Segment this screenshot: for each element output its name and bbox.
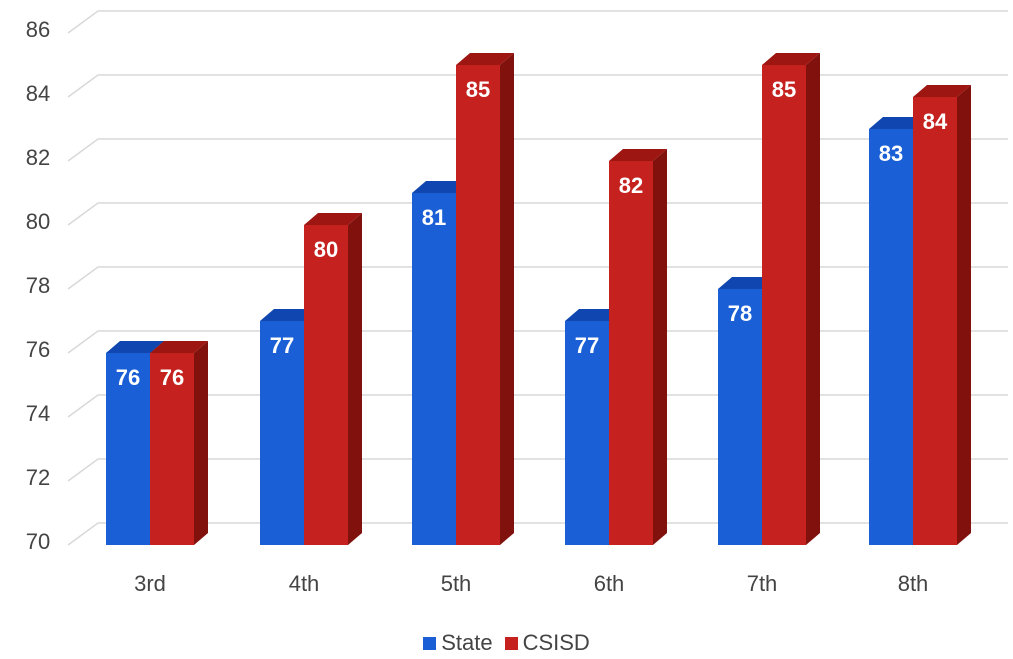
bar-top [565, 309, 623, 321]
legend-item-csisd: CSISD [504, 630, 590, 656]
gridline [67, 138, 1008, 162]
legend-swatch-csisd [504, 636, 518, 650]
legend: State CSISD [0, 630, 1013, 656]
bar-csisd-8th [913, 97, 957, 545]
gridline [67, 330, 1008, 354]
bar-top [609, 149, 667, 161]
data-label: 82 [619, 173, 643, 198]
gridline [67, 74, 1008, 98]
legend-label-state: State [441, 630, 493, 655]
bar-top [762, 53, 820, 65]
data-label: 85 [466, 77, 490, 102]
bar-side [348, 213, 362, 545]
bar-state-5th [412, 193, 456, 545]
bar-side [806, 53, 820, 545]
data-label: 76 [160, 365, 184, 390]
y-tick-label: 82 [26, 145, 50, 170]
gridline [67, 522, 1008, 546]
y-tick-label: 76 [26, 337, 50, 362]
x-tick-label: 4th [289, 571, 320, 596]
x-tick-label: 5th [441, 571, 472, 596]
bar-state-3rd [106, 353, 150, 545]
bar-top [106, 341, 164, 353]
bar-top [913, 85, 971, 97]
bar-top [869, 117, 927, 129]
bar-top [718, 277, 776, 289]
bar-top [150, 341, 208, 353]
bar-side [500, 53, 514, 545]
x-tick-label: 6th [594, 571, 625, 596]
gridline [67, 266, 1008, 290]
bar-state-7th [718, 289, 762, 545]
x-tick-label: 8th [898, 571, 929, 596]
bar-csisd-4th [304, 225, 348, 545]
legend-swatch-state [423, 636, 437, 650]
y-tick-label: 84 [26, 81, 50, 106]
x-tick-label: 3rd [134, 571, 166, 596]
data-label: 81 [422, 205, 446, 230]
data-label: 84 [923, 109, 948, 134]
data-label: 76 [116, 365, 140, 390]
legend-label-csisd: CSISD [522, 630, 590, 655]
y-tick-label: 70 [26, 529, 50, 554]
bar-state-4th [260, 321, 304, 545]
bar-csisd-7th [762, 65, 806, 545]
data-label: 78 [728, 301, 752, 326]
gridline [67, 10, 1008, 34]
data-label: 83 [879, 141, 903, 166]
data-label: 77 [270, 333, 294, 358]
bar-top [260, 309, 318, 321]
bar-top [456, 53, 514, 65]
bar-csisd-6th [609, 161, 653, 545]
bar-state-6th [565, 321, 609, 545]
bar-top [412, 181, 470, 193]
data-label: 85 [772, 77, 796, 102]
bar-csisd-5th [456, 65, 500, 545]
bar-side [957, 85, 971, 545]
gridline [67, 202, 1008, 226]
bar-side [194, 341, 208, 545]
x-tick-label: 7th [747, 571, 778, 596]
y-tick-label: 74 [26, 401, 50, 426]
bar-state-8th [869, 129, 913, 545]
legend-item-state: State [423, 630, 493, 656]
y-tick-label: 86 [26, 17, 50, 42]
y-tick-label: 72 [26, 465, 50, 490]
y-tick-label: 78 [26, 273, 50, 298]
bar-side [653, 149, 667, 545]
y-tick-label: 80 [26, 209, 50, 234]
data-label: 77 [575, 333, 599, 358]
gridline [67, 458, 1008, 482]
gridline [67, 394, 1008, 418]
bar-csisd-3rd [150, 353, 194, 545]
bar-top [304, 213, 362, 225]
data-label: 80 [314, 237, 338, 262]
